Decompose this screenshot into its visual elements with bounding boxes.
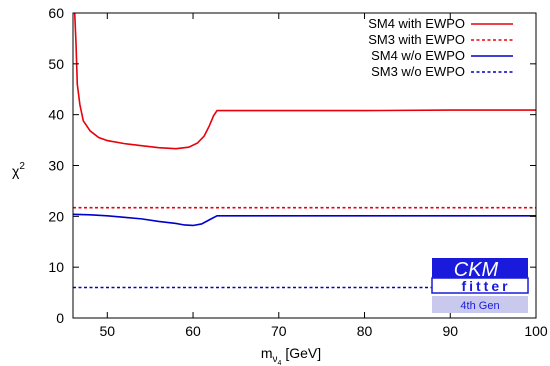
axis-layer: 50 60 70 80 90 100 0 10 20 30 40 50 60	[48, 5, 547, 339]
x-tick-label: 60	[185, 323, 201, 339]
y-tick-label: 0	[56, 310, 64, 326]
ckmfitter-logo: CKM fitter 4th Gen	[431, 258, 529, 313]
y-axis-title-main: χ	[12, 163, 20, 179]
series-line-1	[73, 13, 536, 150]
legend-label-1: SM4 with EWPO	[368, 16, 465, 31]
logo-top-band	[432, 258, 528, 278]
x-axis-title: mν4 [GeV]	[261, 345, 321, 366]
x-axis-title-sub: ν	[273, 354, 278, 365]
x-tick-label: 80	[357, 323, 373, 339]
x-tick-label: 90	[442, 323, 458, 339]
y-tick-label: 40	[48, 107, 64, 123]
logo-fitter-text: fitter	[461, 278, 510, 294]
legend-label-3: SM4 w/o EWPO	[371, 48, 465, 63]
x-tick-label: 100	[524, 323, 548, 339]
y-tick-label: 20	[48, 208, 64, 224]
logo-4thgen-text: 4th Gen	[460, 300, 499, 312]
x-axis-title-main: m	[261, 345, 273, 361]
y-tick-label: 30	[48, 158, 64, 174]
x-tick-label: 70	[271, 323, 287, 339]
legend-label-2: SM3 with EWPO	[368, 32, 465, 47]
y-tick-label: 50	[48, 56, 64, 72]
y-axis-title: χ2	[12, 161, 25, 179]
x-axis-title-subsub: 4	[278, 360, 282, 366]
series-line-3	[73, 213, 536, 227]
logo-middle-band	[431, 277, 529, 294]
y-tick-label: 60	[48, 5, 64, 21]
logo-bottom-band	[432, 296, 528, 313]
legend-label-4: SM3 w/o EWPO	[371, 64, 465, 79]
logo-ckm-text: CKM	[454, 259, 499, 281]
x-axis-title-unit: [GeV]	[281, 345, 321, 361]
x-tick-label: 50	[100, 323, 116, 339]
y-tick-label: 10	[48, 259, 64, 275]
series-layer	[73, 13, 536, 289]
y-axis-title-sup: 2	[19, 161, 25, 172]
